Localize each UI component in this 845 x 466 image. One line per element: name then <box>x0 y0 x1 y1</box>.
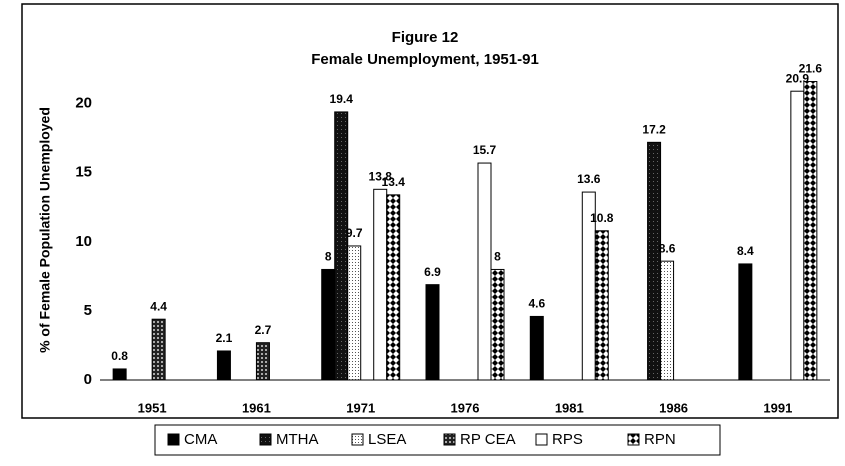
data-label: 19.4 <box>330 92 354 106</box>
legend-swatch <box>351 433 364 446</box>
bar <box>321 268 336 381</box>
data-label: 8.6 <box>659 241 676 255</box>
data-label: 9.7 <box>346 226 363 240</box>
chart-frame <box>21 3 839 419</box>
x-tick-label: 1986 <box>659 400 688 415</box>
legend-label: MTHA <box>276 431 319 448</box>
legend-label: RPN <box>644 431 676 448</box>
chart-subtitle: Female Unemployment, 1951-91 <box>311 51 539 68</box>
data-label: 17.2 <box>642 122 666 136</box>
x-tick-label: 1976 <box>451 400 480 415</box>
legend-swatch <box>167 433 180 446</box>
data-label: 8 <box>325 250 332 264</box>
data-label: 10.8 <box>590 211 614 225</box>
bar <box>216 350 231 381</box>
bar <box>425 284 440 381</box>
legend-swatch <box>627 433 640 446</box>
legend-swatch <box>259 433 272 446</box>
bar <box>334 111 349 381</box>
data-label: 6.9 <box>424 265 441 279</box>
bar <box>529 315 544 381</box>
bar <box>660 260 675 381</box>
data-label: 13.4 <box>382 175 406 189</box>
y-tick-label: 0 <box>84 371 92 388</box>
data-label: 0.8 <box>111 349 128 363</box>
y-tick-label: 10 <box>75 233 92 250</box>
bar <box>477 162 492 381</box>
y-tick-label: 20 <box>75 95 92 112</box>
legend-box <box>154 424 721 456</box>
bar <box>255 342 270 381</box>
data-label: 4.4 <box>150 299 167 313</box>
legend-swatch <box>443 433 456 446</box>
bar <box>803 81 818 381</box>
x-tick-label: 1951 <box>138 400 167 415</box>
y-tick-label: 5 <box>84 302 92 319</box>
x-tick-label: 1981 <box>555 400 584 415</box>
bar <box>373 188 388 381</box>
bar <box>647 141 662 381</box>
bar <box>738 263 753 381</box>
bar <box>151 318 166 381</box>
legend-label: LSEA <box>368 431 406 448</box>
data-label: 2.1 <box>216 331 233 345</box>
bar <box>386 194 401 381</box>
legend-label: CMA <box>184 431 217 448</box>
x-tick-label: 1961 <box>242 400 271 415</box>
x-tick-label: 1971 <box>346 400 375 415</box>
y-axis-label: % of Female Population Unemployed <box>37 107 53 353</box>
legend-label: RP CEA <box>460 431 516 448</box>
legend-label: RPS <box>552 431 583 448</box>
data-label: 4.6 <box>528 297 545 311</box>
data-label: 15.7 <box>473 143 497 157</box>
bar <box>112 368 127 381</box>
chart-title: Figure 12 <box>392 29 459 46</box>
data-label: 8.4 <box>737 244 754 258</box>
bar <box>594 230 609 381</box>
x-tick-label: 1991 <box>763 400 792 415</box>
data-label: 8 <box>494 250 501 264</box>
bar <box>790 90 805 381</box>
legend-swatch <box>535 433 548 446</box>
y-tick-label: 15 <box>75 164 92 181</box>
data-label: 13.8 <box>369 169 393 183</box>
data-label: 21.6 <box>799 62 823 76</box>
data-label: 13.6 <box>577 172 601 186</box>
bar <box>490 268 505 381</box>
bar <box>347 245 362 381</box>
data-label: 2.7 <box>255 323 272 337</box>
